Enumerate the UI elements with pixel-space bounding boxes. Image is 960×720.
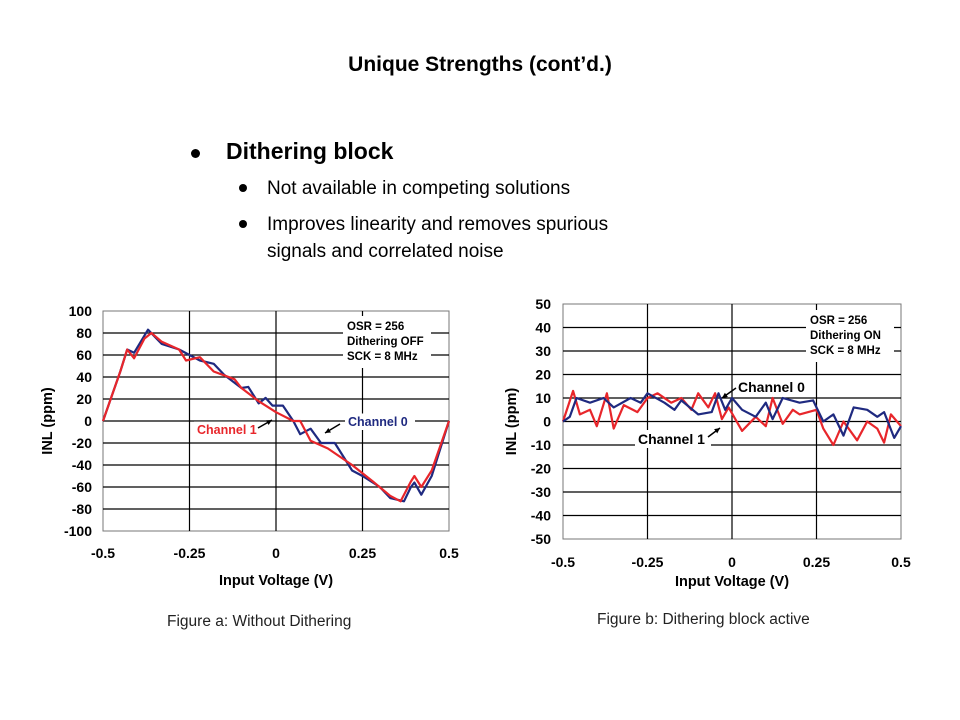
annotation-box [806,310,894,362]
y-tick-label: 40 [76,369,92,385]
y-tick-label: -40 [72,457,92,473]
series-line-channel-0 [562,392,902,439]
legend-label-channel-1: Channel 1 [197,423,257,437]
legend-label-bg [345,413,415,430]
y-tick-label: 0 [543,414,551,430]
y-tick-label: 30 [535,343,551,359]
bullet-dot [191,149,200,158]
series-line-channel-1 [561,389,902,447]
x-tick-label: 0.25 [349,545,376,561]
slide-title: Unique Strengths (cont’d.) [348,53,612,76]
annotation-line: OSR = 256 [347,321,404,333]
y-axis-label: INL (ppm) [504,388,520,456]
chart-a: 100 80 60 40 20 0 -20 -40 -60 -80 -100 -0.5 -0.25 0 0.… [40,303,459,589]
y-tick-label: -40 [531,508,551,524]
y-tick-label: -30 [531,484,551,500]
x-tick-label: 0 [728,554,736,570]
x-tick-label: -0.5 [551,554,575,570]
y-tick-label: -10 [531,437,551,453]
y-tick-label: -80 [72,501,92,517]
y-tick-label: -60 [72,479,92,495]
x-tick-label: 0.5 [439,545,459,561]
annotation-box [343,316,431,368]
x-tick-label: -0.5 [91,545,115,561]
chart-b: 50 40 30 20 10 0 -10 -20 -30 -40 -50-0.5 -0.25 0 0.25… [504,296,911,590]
y-tick-label: 60 [76,347,92,363]
legend-label-channel-0: Channel 0 [738,379,805,395]
bullet-heading: Dithering block [226,138,394,164]
y-tick-label: -20 [531,461,551,477]
y-tick-label: 20 [76,391,92,407]
legend-label-bg [635,430,711,448]
x-axis-label: Input Voltage (V) [219,573,333,589]
arrowhead-icon [325,427,331,433]
caption-figure-b: Figure b: Dithering block active [597,611,810,628]
x-tick-label: 0.5 [891,554,911,570]
caption-figure-a: Figure a: Without Dithering [167,613,352,630]
sub-bullet: Improves linearity and removes spurious [267,214,609,235]
x-tick-label: 0.25 [803,554,830,570]
y-tick-label: -100 [64,523,92,539]
arrowhead-icon [714,428,720,434]
arrowhead-icon [266,420,272,425]
y-tick-label: 20 [535,367,551,383]
sub-bullet-continued: signals and correlated noise [267,241,504,262]
annotation-line: Dithering OFF [347,336,424,348]
x-axis-label: Input Voltage (V) [675,574,789,590]
y-tick-label: 100 [69,303,93,319]
annotation-line: OSR = 256 [810,315,867,327]
legend-label-channel-0: Channel 0 [348,415,408,429]
y-axis-label: INL (ppm) [40,387,56,455]
y-tick-label: 10 [535,390,551,406]
legend-label-bg [735,378,815,396]
y-tick-label: 0 [84,413,92,429]
y-tick-label: -20 [72,435,92,451]
y-tick-label: 50 [535,296,551,312]
legend-label-channel-1: Channel 1 [638,431,705,447]
annotation-line: Dithering ON [810,330,881,342]
series-line-channel-1 [101,331,451,503]
sub-bullet-dot [239,220,247,228]
annotation-line: SCK = 8 MHz [810,345,881,357]
sub-bullet-dot [239,184,247,192]
x-tick-label: -0.25 [174,545,206,561]
annotation-line: SCK = 8 MHz [347,351,418,363]
y-tick-label: 80 [76,325,92,341]
x-tick-label: 0 [272,545,280,561]
y-tick-label: 40 [535,320,551,336]
sub-bullet: Not available in competing solutions [267,178,571,199]
legend-label-bg [194,421,260,438]
arrowhead-icon [722,392,728,398]
y-tick-label: -50 [531,531,551,547]
x-tick-label: -0.25 [632,554,664,570]
